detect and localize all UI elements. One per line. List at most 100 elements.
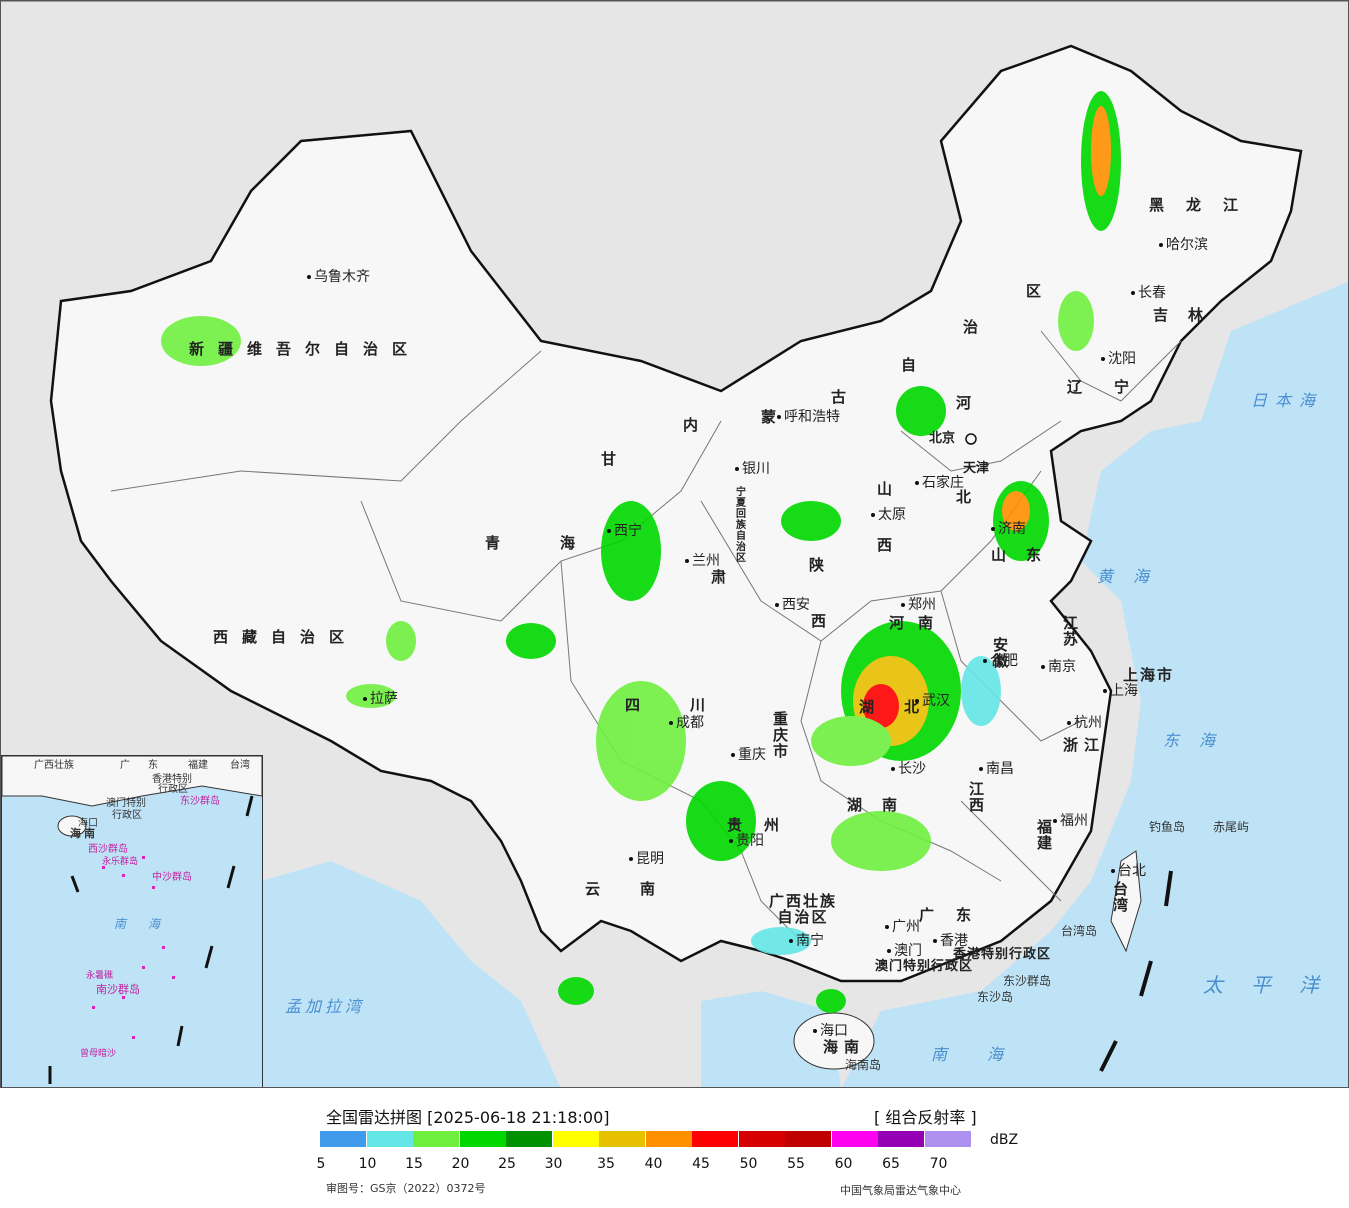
label-hunan: 湖南 [847,796,918,814]
label-xinjiang: 新疆维吾尔自治区 [189,340,422,358]
inset-label-fujian: 福建 [188,760,208,771]
label-hebei: 河 [956,394,986,412]
inset-canvas [2,756,262,1084]
city-wuhan: 武汉 [915,693,950,709]
city-chengdu: 成都 [669,715,704,731]
label-neimenggu-6: 区 [1026,282,1056,300]
sea-dong: 东海 [1163,731,1236,750]
inset-label-sea-nan: 南 [114,917,129,931]
city-hangzhou: 杭州 [1067,715,1102,731]
legend-tick: 10 [358,1156,377,1172]
legend-tick: 70 [929,1156,948,1172]
city-shenyang: 沈阳 [1101,351,1136,367]
inset-label-hk-2: 行政区 [158,784,188,795]
legend-swatch [320,1131,366,1147]
legend-swatch [552,1131,599,1147]
label-fujian: 福建 [1037,818,1063,852]
label-ningxia: 宁夏回族自治区 [736,487,746,564]
city-changchun: 长春 [1131,285,1166,301]
label-hongkong: 香港特别行政区 [953,947,1052,962]
sea-bengal [261,861,561,1087]
inset-label-taiwan: 台湾 [230,760,250,771]
legend-swatch [599,1131,645,1147]
label-shandong-2: 东 [1026,546,1056,564]
city-yinchuan: 银川 [735,461,770,477]
legend-swatch [878,1131,924,1147]
label-beijing: 北京 [929,431,956,446]
legend-tick: 40 [644,1156,663,1172]
legend-swatch [459,1131,506,1147]
city-guiyang: 贵阳 [729,833,764,849]
legend-panel: 全国雷达拼图 [2025-06-18 21:18:00] [ 组合反射率 ] d… [0,1088,1349,1208]
label-hainan: 海南 [823,1038,866,1056]
label-hebei-2: 北 [956,488,986,506]
label-guangxi: 广西壮族自治区 [768,892,837,926]
city-hongkong: 香港 [933,933,968,949]
beijing-marker [965,433,977,445]
inset-label-yongle: 永乐群岛 [102,857,139,867]
legend-swatch [738,1131,785,1147]
legend-swatch [831,1131,878,1147]
city-changsha: 长沙 [891,761,926,777]
legend-swatch [924,1131,971,1147]
legend-approval: 审图号：GS京（2022）0372号 [326,1182,486,1195]
legend-tick: 60 [834,1156,853,1172]
inset-label-hk-1: 香港特别 [152,774,192,785]
sea-mengjiala: 孟加拉湾 [285,997,366,1016]
label-tianjin: 天津 [963,461,990,476]
city-lhasa: 拉萨 [363,691,398,707]
inset-label-guangxi: 广西壮族 [34,760,74,771]
label-neimenggu-1: 内 [683,416,713,434]
city-taiyuan: 太原 [871,507,906,523]
legend-swatch [785,1131,831,1147]
inset-label-dongsha: 东沙群岛 [180,796,220,807]
city-guangzhou: 广州 [885,919,920,935]
legend-tick: 50 [739,1156,758,1172]
city-urumqi: 乌鲁木齐 [307,269,370,285]
label-shaanxi-2: 西 [811,612,841,630]
label-yunnan: 云南 [585,880,696,898]
island-taiwan-dao: 台湾岛 [1061,924,1098,938]
island-diaoyu: 钓鱼岛 [1149,820,1186,834]
radar-map[interactable]: 新疆维吾尔自治区 西藏自治区 青海 甘 肃 内 蒙 古 自 治 区 陕 西 山 … [0,0,1349,1088]
label-neimenggu-2: 蒙 [761,408,791,426]
legend-unit: dBZ [990,1132,1019,1148]
city-shanghai: 上海 [1103,683,1138,699]
inset-label-haikou: 海口 [78,818,98,829]
legend-org: 中国气象局雷达气象中心 [840,1184,961,1197]
label-shanxi: 山 [877,480,907,498]
inset-label-nansha: 南沙群岛 [96,983,140,996]
city-nanchang: 南昌 [979,761,1014,777]
label-guangdong: 广东 [919,906,994,924]
legend-tick: 20 [451,1156,470,1172]
city-fuzhou: 福州 [1053,813,1088,829]
legend-tick: 25 [498,1156,516,1172]
city-hohhot: 呼和浩特 [777,409,840,425]
city-zhengzhou: 郑州 [901,597,936,613]
legend-tick: 55 [787,1156,805,1172]
legend-swatch [692,1131,738,1147]
city-macau: 澳门 [887,943,922,959]
inset-label-xisha: 西沙群岛 [88,844,128,855]
city-haikou: 海口 [813,1023,848,1039]
city-shijiazhuang: 石家庄 [915,475,964,491]
legend-swatch [413,1131,459,1147]
inset-label-yongshu: 永暑礁 [86,971,114,981]
city-harbin: 哈尔滨 [1159,237,1208,253]
city-lanzhou: 兰州 [685,553,720,569]
label-xizang: 西藏自治区 [213,628,359,646]
inset-label-sea-hai: 海 [148,917,163,931]
legend-swatch [506,1131,552,1147]
island-hainan-dao: 海南岛 [845,1058,882,1072]
inset-label-macau-1: 澳门特别 [106,798,146,809]
label-shanghai: 上海市 [1123,666,1175,684]
city-hefei: 合肥 [983,653,1018,669]
inset-label-nan: 南 [84,827,95,840]
island-dongsha: 东沙群岛 [1003,974,1052,988]
label-zhejiang: 浙江 [1063,736,1106,754]
label-heilongjiang: 黑龙江 [1149,196,1261,214]
inset-label-dong: 东 [148,760,158,771]
city-jinan: 济南 [991,521,1026,537]
label-hubei: 湖北 [859,698,950,716]
maritime-lines [1099,870,1173,1072]
